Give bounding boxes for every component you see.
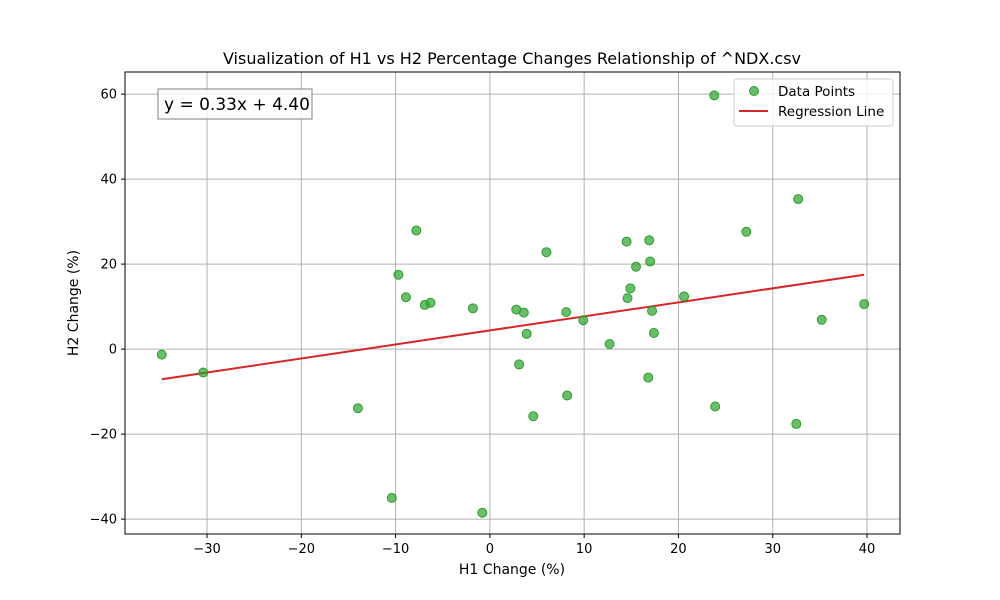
regression-line-group [161, 273, 865, 381]
data-point [198, 367, 209, 378]
x-axis-label: H1 Change (%) [459, 562, 565, 578]
equation-box-frame [157, 88, 313, 120]
equation-box: y = 0.33x + 4.40 [157, 88, 313, 120]
y-tick-label: 20 [100, 258, 117, 273]
chart-title: Visualization of H1 vs H2 Percentage Cha… [223, 49, 801, 68]
y-tick-label: 60 [100, 88, 117, 103]
data-point [710, 401, 721, 412]
grid-lines [125, 72, 900, 534]
data-point [645, 256, 656, 267]
data-point [791, 418, 802, 429]
x-tick-label: 10 [576, 542, 593, 557]
data-point [400, 292, 411, 303]
regression-line [161, 273, 865, 381]
data-point [514, 359, 525, 370]
x-tick-label: 40 [859, 542, 876, 557]
data-point [561, 307, 572, 318]
y-axis-label: H2 Change (%) [66, 250, 82, 356]
y-tick-label: −40 [90, 513, 117, 528]
data-point [709, 90, 720, 101]
data-point [647, 305, 658, 316]
plot-frame [124, 71, 901, 535]
data-point [648, 327, 659, 338]
x-tick-label: −30 [193, 542, 220, 557]
x-tick-label: 20 [670, 542, 687, 557]
data-point [625, 283, 636, 294]
data-point [793, 194, 804, 205]
data-point [393, 269, 404, 280]
data-point [621, 236, 632, 247]
data-point [528, 411, 539, 422]
y-tick-label: 40 [100, 173, 117, 188]
data-point [477, 507, 488, 518]
data-point [604, 339, 615, 350]
data-point [467, 303, 478, 314]
data-point [518, 307, 529, 318]
y-tick-label: 0 [109, 343, 117, 358]
x-tick-label: −20 [288, 542, 315, 557]
data-point [578, 315, 589, 326]
legend-regression-line-label: Regression Line [778, 104, 884, 120]
data-point [411, 225, 422, 236]
x-axis-ticks: −30 −20 −10 0 10 20 30 40 [193, 534, 875, 557]
data-point [156, 349, 167, 360]
data-point [521, 328, 532, 339]
data-point [679, 291, 690, 302]
y-tick-label: −20 [90, 428, 117, 443]
equation-label: y = 0.33x + 4.40 [164, 95, 310, 115]
data-point [643, 372, 654, 383]
data-point [644, 235, 655, 246]
data-point [622, 293, 633, 304]
y-axis-ticks: −40 −20 0 20 40 60 [90, 88, 125, 528]
data-point [386, 492, 397, 503]
legend-frame [733, 78, 894, 127]
data-point [425, 297, 436, 308]
x-tick-label: −10 [382, 542, 409, 557]
legend-data-points-marker [749, 86, 759, 96]
data-point [541, 247, 552, 258]
data-point [859, 299, 870, 310]
data-point [741, 226, 752, 237]
data-points-group [156, 90, 870, 518]
x-tick-label: 0 [486, 542, 494, 557]
legend-data-points-label: Data Points [778, 84, 855, 100]
data-point [352, 403, 363, 414]
data-point [816, 314, 827, 325]
data-point [562, 390, 573, 401]
data-point [631, 261, 642, 272]
legend: Data Points Regression Line [733, 78, 894, 127]
x-tick-label: 30 [764, 542, 781, 557]
